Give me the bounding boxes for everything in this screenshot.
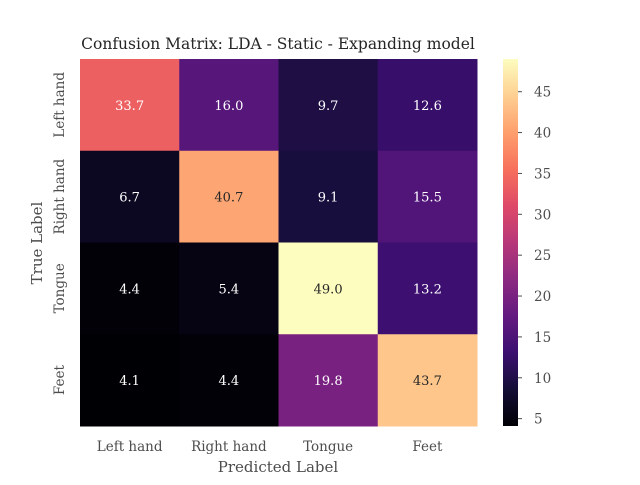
heatmap-cell bbox=[278, 150, 379, 243]
y-tick-label: Right hand bbox=[52, 158, 68, 234]
cell-value-label: 4.4 bbox=[119, 282, 140, 297]
cell-value-label: 13.2 bbox=[413, 282, 442, 297]
x-tick-label: Right hand bbox=[191, 439, 267, 455]
heatmap-cell bbox=[377, 334, 478, 427]
y-tick-label: Feet bbox=[52, 365, 68, 396]
heatmap-cells: 33.7 16.0 9.7 12.6 6.7 40.7 9.1 15.5 4.4 5.4 49.0 1… bbox=[80, 59, 478, 427]
cell-value-label: 19.8 bbox=[314, 374, 343, 389]
colorbar-tick-label: 10 bbox=[534, 371, 551, 387]
colorbar-tick-label: 45 bbox=[534, 85, 551, 101]
cell-value-label: 9.7 bbox=[318, 99, 339, 114]
colorbar-tick-label: 20 bbox=[534, 289, 551, 305]
x-tick-labels: Left hand Right hand Tongue Feet bbox=[97, 439, 443, 455]
colorbar-tick-label: 15 bbox=[534, 330, 551, 346]
heatmap-cell bbox=[80, 150, 180, 243]
heatmap-cell bbox=[377, 242, 478, 335]
cell-value-label: 12.6 bbox=[413, 99, 442, 114]
heatmap-cell bbox=[179, 59, 279, 152]
y-tick-labels: Left hand Right hand Tongue Feet bbox=[52, 72, 68, 396]
heatmap-cell bbox=[179, 150, 279, 243]
heatmap-cell bbox=[278, 59, 379, 152]
chart-title: Confusion Matrix: LDA - Static - Expandi… bbox=[81, 35, 475, 53]
heatmap-cell bbox=[278, 334, 379, 427]
heatmap-cell bbox=[80, 59, 180, 152]
cell-value-label: 16.0 bbox=[214, 99, 243, 114]
cell-value-label: 49.0 bbox=[314, 282, 343, 297]
heatmap-cell bbox=[377, 150, 478, 243]
cell-value-label: 4.1 bbox=[119, 374, 140, 389]
colorbar-ticks: 5 10 15 20 25 30 35 40 45 bbox=[518, 85, 551, 428]
colorbar-tick-label: 35 bbox=[534, 166, 551, 182]
heatmap-cell bbox=[80, 242, 180, 335]
x-tick-label: Left hand bbox=[97, 439, 163, 455]
cell-value-label: 9.1 bbox=[318, 191, 339, 206]
x-axis-label: Predicted Label bbox=[218, 458, 339, 476]
colorbar-tick-label: 5 bbox=[534, 412, 543, 428]
colorbar-tick-label: 40 bbox=[534, 126, 551, 142]
cell-value-label: 6.7 bbox=[119, 191, 140, 206]
y-tick-label: Tongue bbox=[52, 263, 68, 313]
heatmap-cell bbox=[179, 242, 279, 335]
heatmap-cell bbox=[80, 334, 180, 427]
heatmap-cell bbox=[377, 59, 478, 152]
cell-value-label: 43.7 bbox=[413, 374, 442, 389]
x-tick-label: Tongue bbox=[303, 439, 353, 455]
colorbar-tick-label: 30 bbox=[534, 207, 551, 223]
cell-value-label: 15.5 bbox=[413, 191, 442, 206]
colorbar bbox=[503, 59, 518, 426]
cell-value-label: 40.7 bbox=[214, 191, 243, 206]
y-axis-label: True Label bbox=[28, 201, 46, 284]
cell-value-label: 33.7 bbox=[115, 99, 144, 114]
heatmap-cell bbox=[278, 242, 379, 335]
heatmap-cell bbox=[179, 334, 279, 427]
y-tick-label: Left hand bbox=[52, 72, 68, 138]
colorbar-tick-label: 25 bbox=[534, 248, 551, 264]
cell-value-label: 5.4 bbox=[219, 282, 240, 297]
x-tick-label: Feet bbox=[412, 439, 443, 455]
cell-value-label: 4.4 bbox=[219, 374, 240, 389]
